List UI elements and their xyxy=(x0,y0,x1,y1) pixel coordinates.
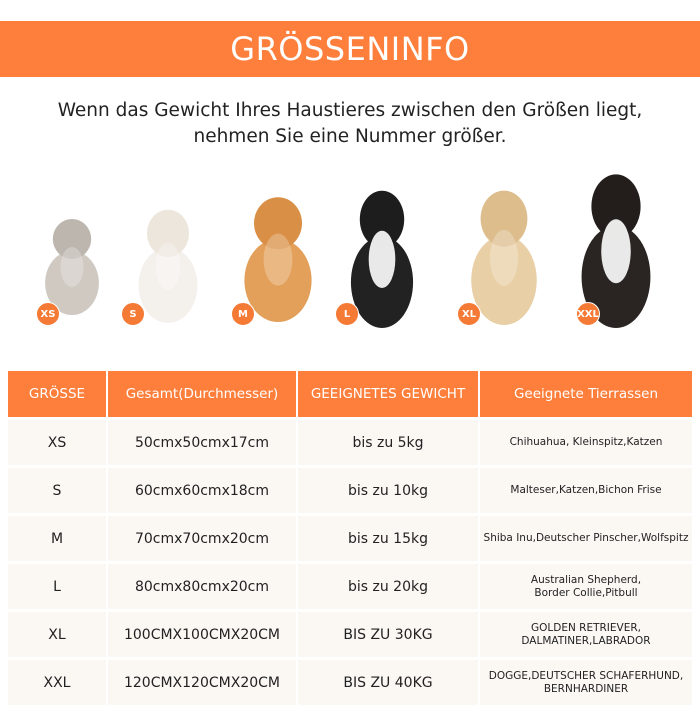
weight-cell: bis zu 20kg xyxy=(298,564,478,609)
dimensions-cell: 50cmx50cmx17cm xyxy=(108,420,296,465)
breeds-cell: DOGGE,DEUTSCHER SCHAFERHUND, BERNHARDINE… xyxy=(480,660,692,705)
size-cell: M xyxy=(8,516,106,561)
breeds-cell: Shiba Inu,Deutscher Pinscher,Wolfspitz xyxy=(480,516,692,561)
header-size: GRÖSSE xyxy=(8,371,106,417)
dimensions-cell: 60cmx60cmx18cm xyxy=(108,468,296,513)
subtitle-line-2: nehmen Sie eine Nummer größer. xyxy=(193,126,507,147)
size-badge-s: S xyxy=(121,302,145,326)
table-row: XXL 120CMX120CMX20CM BIS ZU 40KG DOGGE,DEUT… xyxy=(8,660,692,705)
size-cell: XS xyxy=(8,420,106,465)
corgi-image xyxy=(238,192,318,322)
subtitle-line-1: Wenn das Gewicht Ihres Haustieres zwisch… xyxy=(57,100,643,121)
size-table: GRÖSSE Gesamt(Durchmesser) GEEIGNETES GE… xyxy=(6,368,694,708)
weight-cell: BIS ZU 40KG xyxy=(298,660,478,705)
weight-cell: BIS ZU 30KG xyxy=(298,612,478,657)
dimensions-cell: 100CMX100CMX20CM xyxy=(108,612,296,657)
size-cell: L xyxy=(8,564,106,609)
size-badge-xxl: XXL xyxy=(576,302,600,326)
size-badge-m: M xyxy=(231,302,255,326)
maltese-image xyxy=(133,205,203,323)
breeds-cell: Chihuahua, Kleinspitz,Katzen xyxy=(480,420,692,465)
breeds-cell: Malteser,Katzen,Bichon Frise xyxy=(480,468,692,513)
bernese-image xyxy=(575,168,657,328)
subtitle: Wenn das Gewicht Ihres Haustieres zwisch… xyxy=(0,98,700,150)
table-header-row: GRÖSSE Gesamt(Durchmesser) GEEIGNETES GE… xyxy=(8,371,692,417)
header-breeds: Geeignete Tierrassen xyxy=(480,371,692,417)
weight-cell: bis zu 15kg xyxy=(298,516,478,561)
golden-retriever-image xyxy=(465,185,543,325)
size-cell: XXL xyxy=(8,660,106,705)
breeds-cell: Australian Shepherd, Border Collie,Pitbu… xyxy=(480,564,692,609)
size-cell: S xyxy=(8,468,106,513)
header-dimensions: Gesamt(Durchmesser) xyxy=(108,371,296,417)
table-row: XS 50cmx50cmx17cm bis zu 5kg Chihuahua, Kle… xyxy=(8,420,692,465)
weight-cell: bis zu 10kg xyxy=(298,468,478,513)
cat-image xyxy=(40,215,104,315)
size-badge-l: L xyxy=(335,302,359,326)
table-row: XL 100CMX100CMX20CM BIS ZU 30KG GOLDEN RETR… xyxy=(8,612,692,657)
dimensions-cell: 70cmx70cmx20cm xyxy=(108,516,296,561)
border-collie-image xyxy=(345,185,419,328)
table-row: M 70cmx70cmx20cm bis zu 15kg Shiba Inu,Deut… xyxy=(8,516,692,561)
size-cell: XL xyxy=(8,612,106,657)
dimensions-cell: 120CMX120CMX20CM xyxy=(108,660,296,705)
banner-title: GRÖSSENINFO xyxy=(0,21,700,77)
size-badge-xl: XL xyxy=(457,302,481,326)
dimensions-cell: 80cmx80cmx20cm xyxy=(108,564,296,609)
header-weight: GEEIGNETES GEWICHT xyxy=(298,371,478,417)
size-badge-xs: XS xyxy=(36,302,60,326)
weight-cell: bis zu 5kg xyxy=(298,420,478,465)
table-row: S 60cmx60cmx18cm bis zu 10kg Malteser,Katze… xyxy=(8,468,692,513)
table-row: L 80cmx80cmx20cm bis zu 20kg Australian She… xyxy=(8,564,692,609)
breeds-cell: GOLDEN RETRIEVER, DALMATINER,LABRADOR xyxy=(480,612,692,657)
